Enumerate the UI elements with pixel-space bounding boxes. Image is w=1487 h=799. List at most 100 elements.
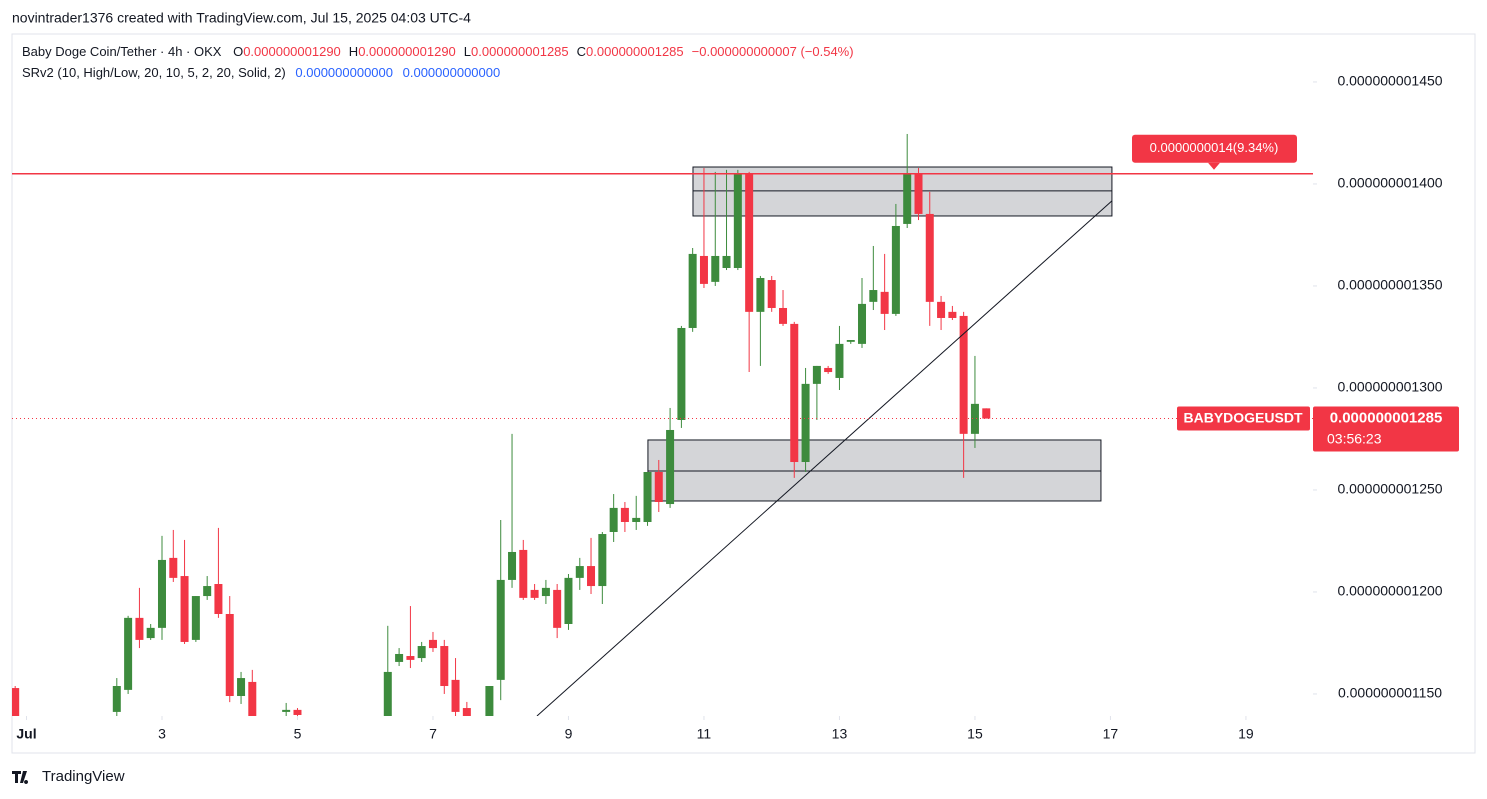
x-tick-label: 19 — [1238, 726, 1254, 742]
ohlc-value: 0.000000001285 — [586, 44, 684, 59]
candle-body — [643, 472, 652, 522]
candle-body — [699, 255, 708, 284]
resistance-label: 0.0000000014(9.34%) — [1150, 140, 1279, 155]
candle-body — [180, 576, 189, 642]
candle-body — [666, 429, 675, 505]
watermark: novintrader1376 created with TradingView… — [12, 10, 471, 26]
candle-body — [462, 708, 471, 716]
y-tick-label: 0.000000001150 — [1338, 685, 1442, 701]
ohlc-key: L — [464, 44, 471, 59]
candle-body — [609, 507, 618, 532]
candle-body — [395, 653, 404, 662]
candle-body — [519, 549, 528, 598]
candle-body — [135, 617, 144, 640]
x-tick-label: 7 — [429, 726, 437, 742]
symbol-box — [1177, 406, 1310, 431]
x-tick-label: Jul — [16, 726, 36, 742]
y-tick-label: 0.000000001300 — [1337, 379, 1442, 395]
zone — [692, 166, 1113, 217]
candle-body — [282, 709, 291, 712]
candle-body — [417, 646, 426, 659]
price-box — [1313, 406, 1459, 452]
candle-body — [485, 686, 494, 716]
candle-body — [745, 173, 754, 312]
resistance-label-pointer — [1208, 162, 1220, 170]
candle-body — [767, 280, 776, 308]
y-tick-label: 0.000000001450 — [1337, 73, 1442, 89]
candle-body — [169, 557, 178, 578]
resistance-label-box — [1132, 134, 1297, 163]
candle-body — [756, 277, 765, 312]
candle-body — [620, 507, 629, 522]
footer-logo — [12, 771, 29, 784]
x-tick-label: 9 — [565, 726, 573, 742]
candle-body — [733, 173, 742, 268]
price-label: 0.000000001285 — [1330, 410, 1443, 427]
indicator-name: SRv2 (10, High/Low, 20, 10, 5, 2, 20, So… — [22, 65, 286, 80]
y-tick-label: 0.000000001400 — [1337, 175, 1442, 191]
candle-body — [564, 577, 573, 624]
candle-body — [858, 303, 867, 344]
candle-body — [406, 656, 415, 660]
candle-body — [880, 291, 889, 314]
ohlc-value: 0.000000001285 — [471, 44, 569, 59]
candle-body — [835, 343, 844, 378]
candle-body — [903, 173, 912, 224]
indicator-line: SRv2 (10, High/Low, 20, 10, 5, 2, 20, So… — [22, 65, 500, 80]
candle-body — [677, 327, 686, 420]
candle-body — [293, 709, 302, 715]
ohlc-value: 0.000000001290 — [243, 44, 341, 59]
x-tick-label: 5 — [294, 726, 302, 742]
candle-body — [824, 367, 833, 373]
ohlc-key: O — [233, 44, 243, 59]
candle-body — [948, 311, 957, 318]
candle-body — [530, 589, 539, 598]
candle-body — [383, 671, 392, 716]
ohlc-key: C — [577, 44, 586, 59]
candle-body — [157, 559, 166, 628]
candle-body — [203, 586, 212, 597]
candle-body — [124, 617, 133, 690]
candle-body — [508, 551, 517, 580]
candle-body — [575, 566, 584, 578]
ohlc-key: H — [349, 44, 358, 59]
candle-body — [711, 255, 720, 282]
candle-body — [440, 646, 449, 687]
candle-body — [428, 639, 437, 649]
footer-brand: TradingView — [42, 768, 125, 785]
countdown: 03:56:23 — [1327, 430, 1382, 446]
y-tick-label: 0.000000001200 — [1337, 583, 1442, 599]
ohlc-value: 0.000000001290 — [358, 44, 456, 59]
x-tick-label: 3 — [158, 726, 166, 742]
candle-body — [970, 403, 979, 434]
candle-body — [937, 301, 946, 318]
candle-body — [779, 307, 788, 324]
candle-body — [146, 627, 155, 639]
indicator-value: 0.000000000000 — [295, 65, 393, 80]
candle-body — [925, 213, 934, 302]
x-tick-label: 13 — [832, 726, 848, 742]
candle-body — [541, 587, 550, 597]
x-tick-label: 17 — [1103, 726, 1119, 742]
change: −0.000000000007 (−0.54%) — [692, 44, 854, 59]
candle-body — [632, 517, 641, 522]
candle-body — [587, 566, 596, 587]
candle-body — [12, 688, 20, 716]
candle-body — [112, 686, 121, 712]
candle-body — [959, 315, 968, 434]
candle-body — [496, 579, 505, 680]
candle-body — [846, 340, 855, 342]
symbol-label: BABYDOGEUSDT — [1183, 409, 1302, 425]
candle-body — [248, 681, 257, 716]
candle-body — [982, 408, 991, 419]
plot-area — [12, 133, 1113, 716]
candle-body — [790, 323, 799, 463]
candle-body — [801, 383, 810, 463]
candle-body — [869, 290, 878, 302]
x-tick-label: 15 — [967, 726, 983, 742]
candle-body — [891, 225, 900, 314]
header: Baby Doge Coin/Tether · 4h · OKX O0.0000… — [22, 44, 854, 59]
y-tick-label: 0.000000001250 — [1337, 481, 1442, 497]
candle-body — [722, 255, 731, 268]
